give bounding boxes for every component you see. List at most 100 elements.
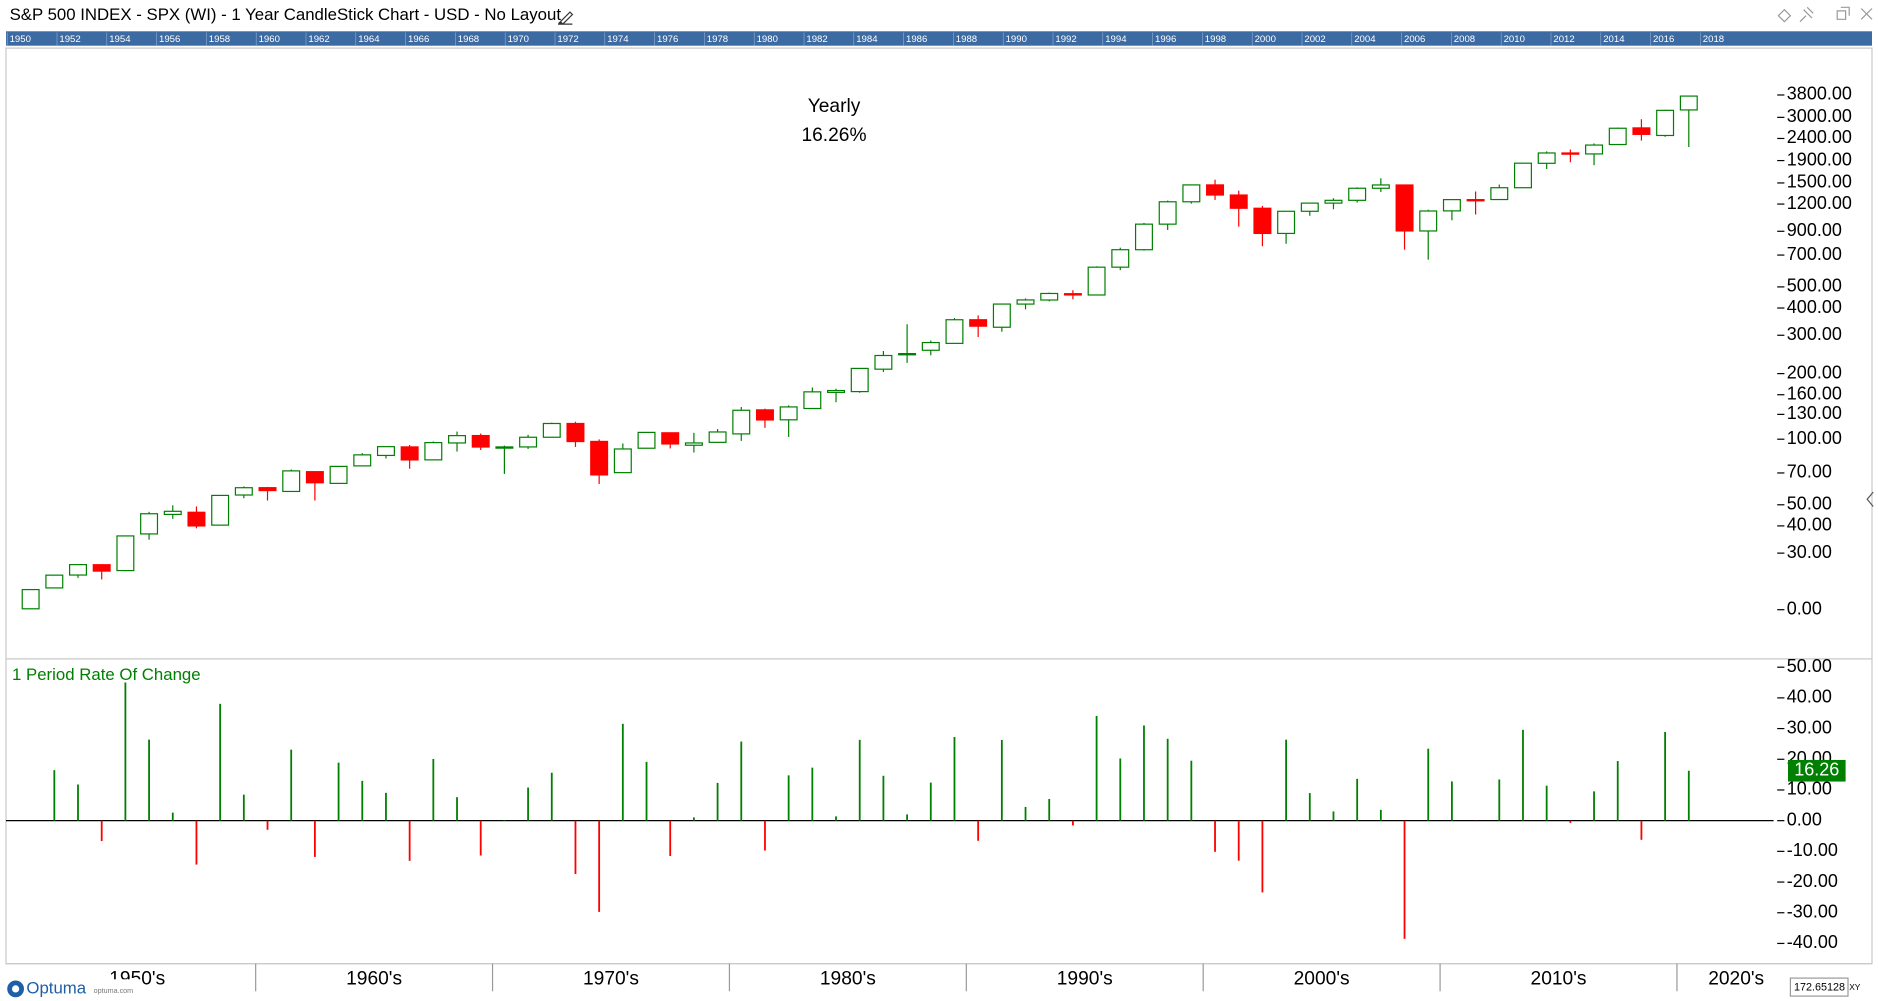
navigator-year: 1952: [59, 34, 80, 45]
navigator-year: 1986: [906, 34, 927, 45]
close-icon[interactable]: [1860, 8, 1873, 20]
candle-body: [69, 564, 88, 576]
candle-body: [874, 354, 893, 370]
roc-bar: [479, 820, 482, 856]
candle-body: [116, 535, 135, 572]
navigator-year: 1978: [707, 34, 728, 45]
x-tick-label: 2010's: [1531, 968, 1587, 989]
roc-bar: [1451, 781, 1453, 821]
navigator-year: 1990: [1006, 34, 1027, 45]
navigator-year: 2006: [1404, 34, 1425, 45]
brand-name: Optuma: [26, 978, 86, 997]
candle-body: [1395, 184, 1414, 232]
y-tick-label: 0.00: [1787, 809, 1822, 829]
candle-body: [1585, 144, 1604, 155]
navigator-year: 1988: [956, 34, 977, 45]
y-tick-label: 1500.00: [1787, 172, 1852, 192]
navigator-year: 1980: [757, 34, 778, 45]
y-tick-label: 1200.00: [1787, 193, 1852, 213]
navigator-year: 1964: [358, 34, 380, 45]
indicator-title: 1 Period Rate Of Change: [12, 665, 201, 684]
candle-body: [1371, 184, 1390, 189]
navigator-year: 2008: [1454, 34, 1475, 45]
roc-bar: [1403, 820, 1406, 939]
pin-icon[interactable]: [1799, 6, 1814, 23]
window-title: S&P 500 INDEX - SPX (WI) - 1 Year Candle…: [10, 5, 562, 24]
x-tick-label: 1980's: [820, 968, 876, 989]
candle-body: [376, 446, 395, 457]
roc-bar: [1261, 820, 1264, 893]
y-tick-label: 50.00: [1787, 494, 1832, 514]
roc-bar: [1095, 715, 1098, 821]
roc-bar: [171, 812, 174, 821]
candle-body: [400, 446, 419, 461]
navigator-year: 1950: [10, 34, 31, 45]
y-tick-label: 50.00: [1787, 656, 1832, 676]
restore-icon[interactable]: [1836, 6, 1850, 20]
candle-body: [732, 409, 751, 435]
logo-icon-hole: [12, 985, 20, 993]
edit-icon[interactable]: [558, 11, 574, 25]
candle-body: [969, 319, 988, 327]
candle-body: [1182, 184, 1201, 203]
navigator-year: 2012: [1553, 34, 1574, 45]
candle-body: [945, 319, 964, 344]
navigator-year: 1992: [1055, 34, 1076, 45]
roc-bar: [100, 820, 103, 841]
navigator-year: 1972: [557, 34, 578, 45]
roc-bar: [1522, 729, 1524, 821]
roc-bar: [1143, 725, 1145, 821]
candle-body: [448, 435, 467, 444]
y-tick-label: 1900.00: [1787, 149, 1852, 169]
roc-bar: [77, 784, 79, 821]
candle-body: [1016, 299, 1035, 305]
candle-body: [1063, 293, 1082, 296]
roc-bar: [811, 767, 814, 821]
roc-bar: [1285, 739, 1288, 821]
y-tick-label: 500.00: [1787, 276, 1842, 296]
roc-bar: [148, 739, 150, 821]
candle-body: [1277, 210, 1296, 235]
roc-bar: [195, 820, 198, 865]
candle-body: [1632, 127, 1651, 135]
y-tick-label: 3800.00: [1787, 84, 1852, 104]
candle-body: [305, 471, 324, 484]
roc-bar: [1640, 820, 1643, 840]
roc-bar: [124, 682, 127, 821]
roc-bar: [266, 820, 269, 830]
roc-bar: [1545, 785, 1548, 821]
roc-bar: [503, 820, 506, 821]
y-tick-label: 30.00: [1787, 717, 1832, 737]
candle-body: [1490, 187, 1509, 201]
candle-body: [1656, 109, 1675, 137]
collapse-arrow[interactable]: [1866, 491, 1874, 507]
navigator-year: 1960: [259, 34, 280, 45]
roc-bar: [1379, 809, 1382, 821]
y-tick-label: 0.00: [1787, 598, 1822, 618]
roc-bar: [1237, 820, 1240, 861]
candle-body: [684, 442, 703, 446]
candle-body: [1229, 194, 1248, 209]
diamond-icon[interactable]: [1777, 8, 1792, 23]
candle-body: [424, 442, 443, 461]
navigator-year: 1958: [209, 34, 230, 45]
candle-body: [1324, 199, 1343, 204]
y-tick-label: 130.00: [1787, 403, 1842, 423]
y-tick-label: 70.00: [1787, 462, 1832, 482]
navigator-year: 1982: [806, 34, 827, 45]
roc-bar: [977, 820, 980, 841]
y-tick-label: 40.00: [1787, 687, 1832, 707]
navigator[interactable]: 1950 1952 1954 1956 1958 1960 1962 1964 1966 1968…: [6, 31, 1872, 46]
candle-body: [1466, 199, 1485, 202]
y-tick-label: 900.00: [1787, 220, 1842, 240]
crosshair-mode[interactable]: XY: [1849, 982, 1861, 992]
candle-body: [282, 470, 301, 493]
annotation-value: 16.26%: [801, 125, 866, 146]
candle-body: [1537, 152, 1556, 164]
navigator-year: 1976: [657, 34, 678, 45]
candle-body: [708, 431, 727, 443]
candle-body: [1561, 152, 1580, 155]
roc-bar: [1048, 798, 1051, 821]
